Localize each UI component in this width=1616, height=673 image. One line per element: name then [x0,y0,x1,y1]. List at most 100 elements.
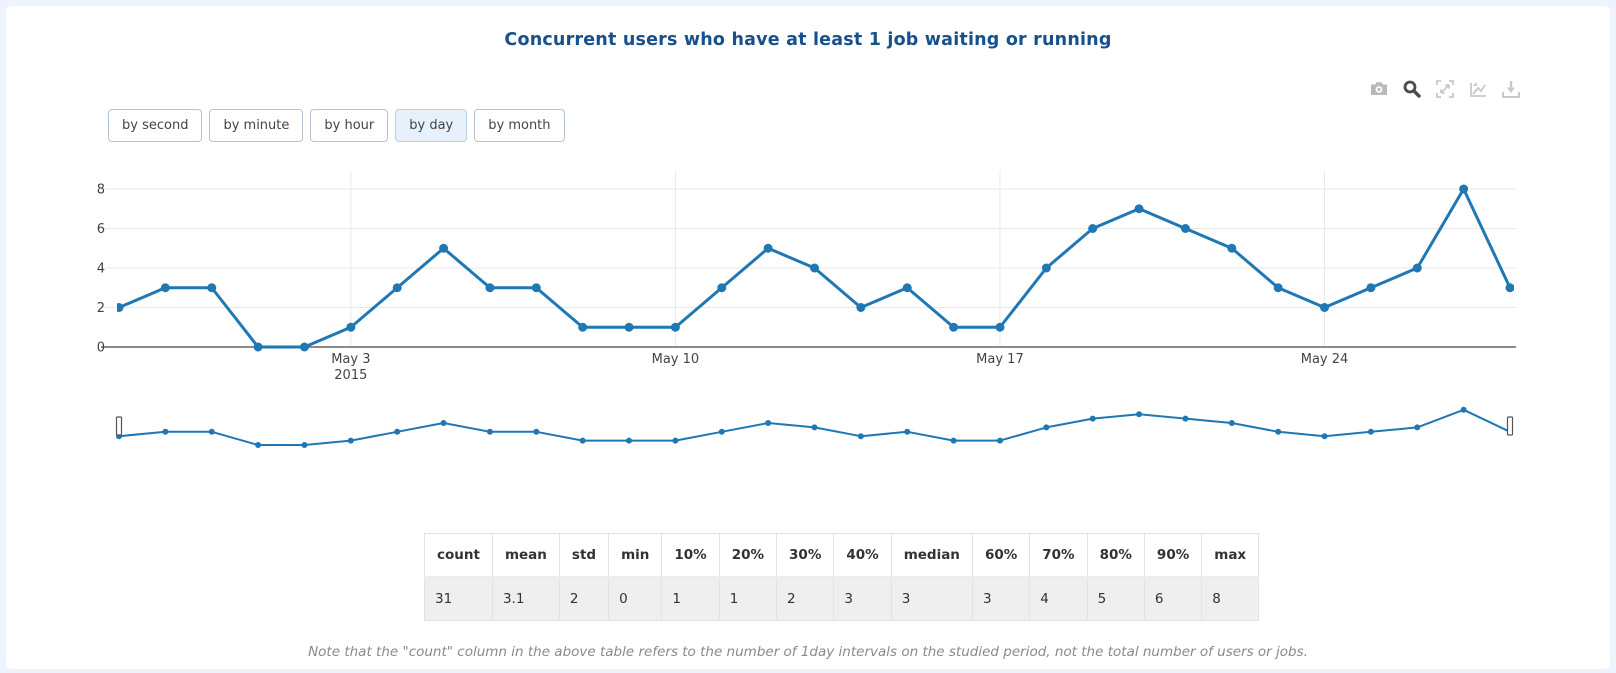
rangeslider-point [1228,420,1235,426]
stats-header-cell: min [608,533,662,578]
rangeslider-point [950,437,957,444]
chart-title: Concurrent users who have at least 1 job… [504,30,1112,50]
stats-header-cell: 80% [1086,533,1145,578]
range-button-by-day[interactable]: by day [395,109,468,142]
download-button[interactable] [1500,78,1522,100]
data-point[interactable] [160,283,170,293]
data-point[interactable] [1412,263,1422,273]
stats-value-cell: 1 [718,577,777,621]
data-point[interactable] [1320,303,1330,312]
data-point[interactable] [717,283,727,293]
data-point[interactable] [624,322,634,332]
y-tick-label: 4 [97,262,105,277]
rangeslider-point [996,437,1003,444]
stats-table: count mean std min 10% 20% 30% 40% median 60% 70% 8… [424,533,1260,621]
data-point[interactable] [392,283,402,293]
range-button-by-minute[interactable]: by minute [209,109,304,142]
stats-header-cell: median [890,533,973,578]
data-point[interactable] [253,342,263,352]
rangeslider-line [118,408,1511,446]
stats-value-cell: 3.1 [491,577,560,621]
data-point[interactable] [485,283,495,293]
rangeslider-point [1321,433,1328,440]
data-point[interactable] [810,263,819,273]
data-point[interactable] [1366,283,1376,293]
stats-value-cell: 4 [1029,577,1088,621]
stats-header-row: count mean std min 10% 20% 30% 40% median 60% 70% 8… [424,533,1259,578]
data-point[interactable] [299,342,309,352]
rangeslider-handle-left[interactable] [115,416,123,436]
range-button-by-month[interactable]: by month [474,109,565,142]
rangeslider-point [255,442,262,448]
rangeslider-point [1507,428,1513,435]
zoom-button[interactable] [1401,78,1423,100]
data-point[interactable] [207,283,217,293]
data-point[interactable] [902,283,912,293]
data-point[interactable] [115,303,124,312]
data-point[interactable] [1459,184,1469,194]
stats-header-cell: 70% [1029,533,1088,578]
rangeslider-point [301,442,308,448]
autoscale-button[interactable] [1434,78,1456,100]
x-tick-label: May 10 [652,352,700,367]
footnote: Note that the "count" column in the abov… [308,644,1308,660]
data-point[interactable] [670,322,680,332]
rangeslider-point [486,428,493,435]
data-point[interactable] [578,322,588,332]
data-point[interactable] [1273,283,1283,293]
rangeslider-point [811,424,818,431]
stats-value-cell: 2 [776,577,834,621]
range-selector: by second by minute by hour by day by mo… [108,109,565,142]
camera-button[interactable] [1368,78,1390,100]
rangeslider-point [1182,415,1189,422]
reset-axes-icon [1470,82,1486,97]
data-point[interactable] [1505,283,1515,293]
x-tick-label: May 24 [1301,352,1349,367]
y-tick-label: 6 [97,222,105,237]
range-button-by-second[interactable]: by second [108,109,203,142]
stats-value-cell: 1 [661,577,720,621]
figure-card: Concurrent users who have at least 1 job… [6,6,1610,669]
stats-table-wrap: count mean std min 10% 20% 30% 40% median 60% 70% 8… [424,533,1260,621]
data-point[interactable] [1180,224,1190,233]
rangeslider-point [718,428,725,435]
data-point[interactable] [439,243,449,253]
stats-value-row: 31 3.1 2 0 1 1 2 3 3 3 4 5 6 8 [424,577,1259,621]
data-point[interactable] [995,322,1005,332]
y-tick-label: 8 [97,183,105,198]
data-point[interactable] [763,243,773,253]
stats-value-cell: 5 [1086,577,1145,621]
rangeslider-point [672,437,679,444]
stats-header-cell: std [558,533,609,578]
plotly-modebar [1368,78,1522,100]
data-point[interactable] [531,283,541,293]
rangeslider-point [1136,411,1143,418]
stats-header-cell: 60% [971,533,1030,578]
data-point[interactable] [856,303,866,312]
stats-header-cell: max [1201,533,1259,578]
reset-axes-button[interactable] [1467,78,1489,100]
stats-header-cell: 10% [661,533,720,578]
x-tick-label: May 3 [331,352,370,367]
stats-value-cell: 8 [1201,577,1259,621]
data-point[interactable] [346,322,356,332]
y-tick-label: 2 [97,301,105,316]
stats-value-cell: 3 [833,577,892,621]
data-point[interactable] [1227,243,1237,253]
download-icon [1502,81,1520,98]
data-point[interactable] [1088,224,1098,233]
rangeslider-point [533,428,540,435]
rangeslider-point [626,437,633,444]
y-tick-label: 0 [97,341,105,356]
data-point[interactable] [949,322,959,332]
stats-value-cell: 3 [890,577,973,621]
data-point[interactable] [1041,263,1051,273]
zoom-icon [1403,80,1421,98]
data-point[interactable] [1134,204,1144,214]
range-button-by-hour[interactable]: by hour [310,109,389,142]
rangeslider-point [347,437,354,444]
rangeslider-point [1043,424,1050,431]
rangeslider-handle-right[interactable] [1506,416,1514,436]
stats-value-cell: 0 [608,577,662,621]
rangeslider-point [440,420,447,426]
